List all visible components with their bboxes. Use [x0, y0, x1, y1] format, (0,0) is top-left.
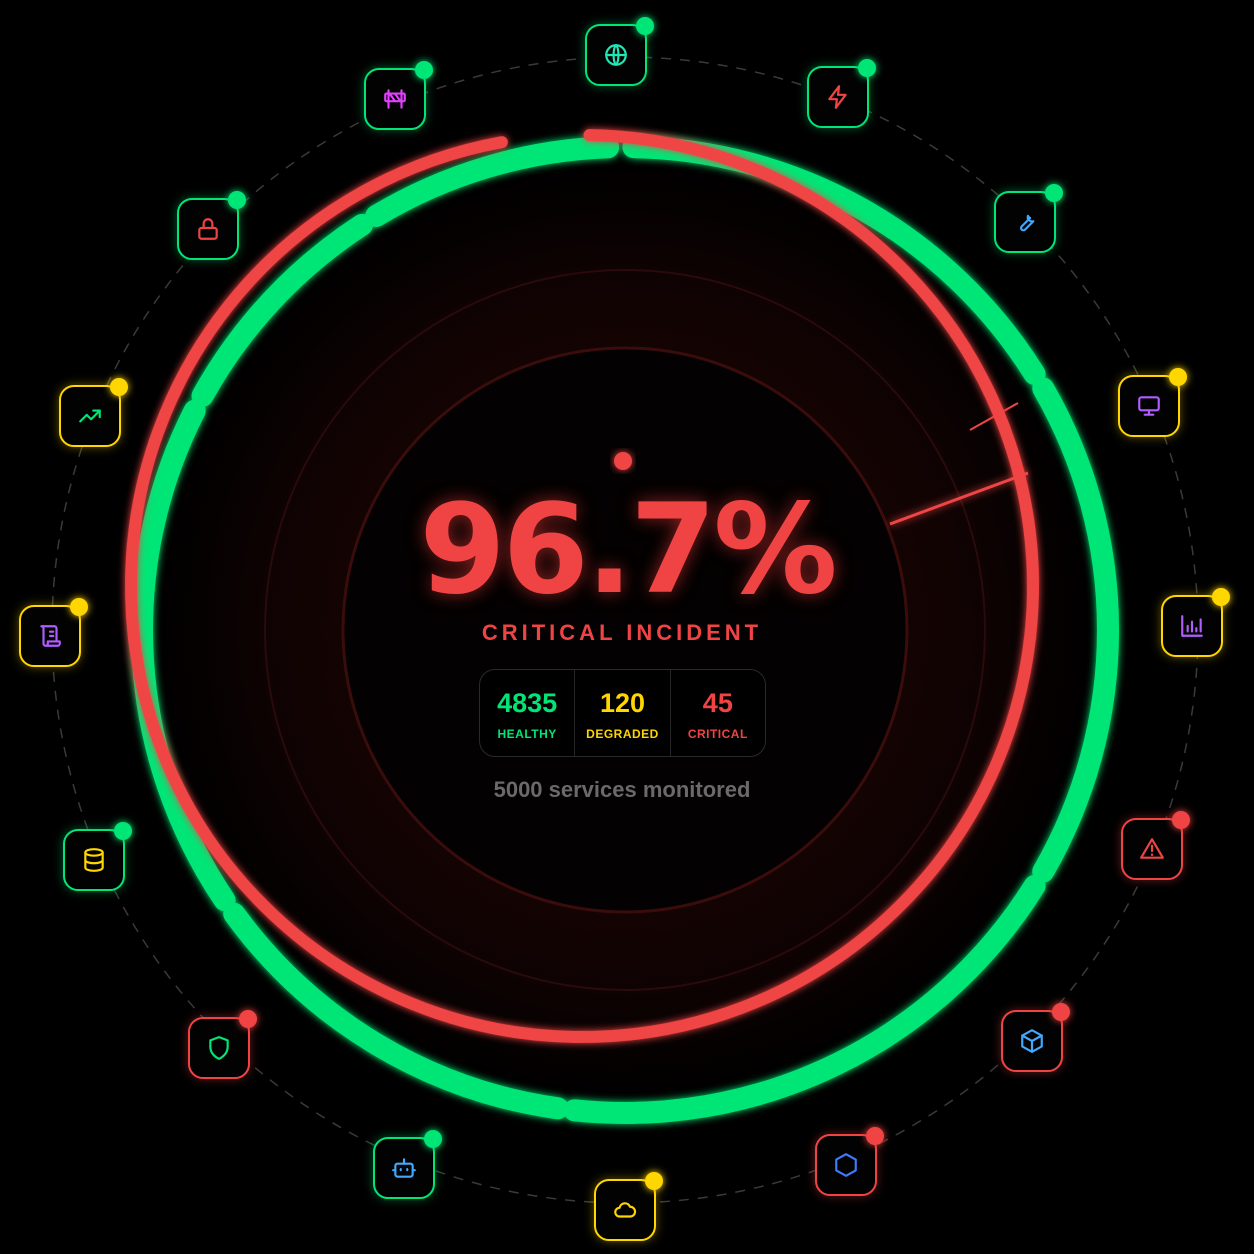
bot-icon	[392, 1158, 416, 1178]
service-node[interactable]	[815, 1127, 884, 1196]
service-node[interactable]	[1161, 588, 1230, 657]
status-indicator	[70, 598, 88, 616]
zap-icon	[828, 85, 847, 109]
healthy-arc-segment	[563, 874, 1046, 1124]
service-node[interactable]	[807, 59, 876, 128]
service-node[interactable]	[177, 191, 246, 260]
construction-icon	[384, 89, 406, 109]
hexagon-icon	[835, 1153, 857, 1177]
database-icon	[84, 848, 104, 872]
stat-label: CRITICAL	[687, 727, 748, 741]
bar-chart-icon	[1181, 615, 1203, 637]
stat-value: 4835	[497, 688, 558, 718]
status-indicator	[1212, 588, 1230, 606]
stat-healthy: 4835 HEALTHY	[480, 670, 576, 756]
status-indicator	[1052, 1003, 1070, 1021]
service-node[interactable]	[994, 184, 1063, 253]
healthy-arc-segment	[365, 136, 620, 227]
wrench-icon	[1020, 214, 1035, 232]
status-indicator	[239, 1010, 257, 1028]
alert-triangle-icon	[1140, 838, 1164, 859]
healthy-arc-segment	[223, 902, 569, 1120]
monitor-icon	[1138, 396, 1160, 416]
needle	[889, 471, 1029, 526]
status-indicator	[1169, 368, 1187, 386]
service-node[interactable]	[364, 61, 433, 130]
service-node[interactable]	[373, 1130, 442, 1199]
lock-icon	[198, 218, 218, 240]
service-node[interactable]	[19, 598, 88, 667]
cloud-icon	[614, 1202, 637, 1218]
globe-icon	[605, 44, 627, 66]
status-indicator	[1045, 184, 1063, 202]
status-indicator	[415, 61, 433, 79]
stat-critical: 45 CRITICAL	[671, 670, 765, 756]
healthy-arc-segment	[191, 213, 373, 407]
stats-panel: 4835 HEALTHY 120 DEGRADED 45 CRITICAL	[479, 669, 766, 757]
service-node[interactable]	[1001, 1003, 1070, 1072]
status-indicator	[645, 1172, 663, 1190]
status-indicator	[228, 191, 246, 209]
stat-label: DEGRADED	[586, 727, 659, 741]
service-node[interactable]	[594, 1172, 663, 1241]
shield-icon	[209, 1036, 229, 1060]
service-node[interactable]	[63, 822, 132, 891]
healthy-ring	[131, 136, 1119, 1124]
needle-tick	[969, 402, 1019, 431]
box-icon	[1021, 1029, 1043, 1053]
uptime-value: 96.7%	[419, 478, 837, 622]
inner-disc	[341, 346, 909, 914]
status-indicator	[114, 822, 132, 840]
status-indicator	[1172, 811, 1190, 829]
status-indicator	[424, 1130, 442, 1148]
service-node[interactable]	[585, 17, 654, 86]
status-dot	[614, 452, 632, 470]
stat-value: 45	[702, 688, 733, 718]
critical-ring	[124, 128, 1039, 1043]
status-indicator	[858, 59, 876, 77]
service-node[interactable]	[59, 378, 128, 447]
stat-degraded: 120 DEGRADED	[575, 670, 671, 756]
service-node[interactable]	[188, 1010, 257, 1079]
healthy-arc-segment	[1032, 377, 1119, 883]
status-indicator	[866, 1127, 884, 1145]
status-indicator	[110, 378, 128, 396]
scroll-icon	[40, 625, 61, 647]
status-label: CRITICAL INCIDENT	[481, 620, 763, 645]
status-indicator	[636, 17, 654, 35]
trending-up-icon	[79, 409, 101, 423]
service-node[interactable]	[1121, 811, 1190, 880]
services-count: 5000 services monitored	[493, 777, 751, 802]
stat-label: HEALTHY	[497, 727, 557, 741]
stat-value: 120	[599, 688, 646, 718]
service-node[interactable]	[1118, 368, 1187, 437]
